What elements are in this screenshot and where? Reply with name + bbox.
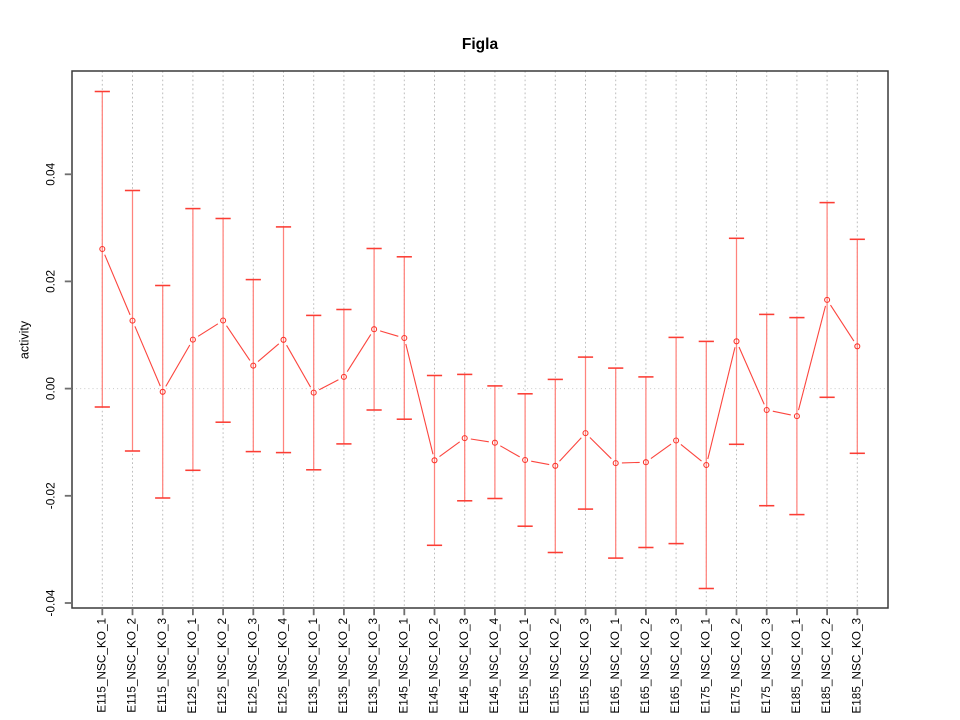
svg-text:E175_NSC_KO_3: E175_NSC_KO_3 [759,617,773,713]
svg-text:E135_NSC_KO_2: E135_NSC_KO_2 [336,618,350,714]
svg-text:E125_NSC_KO_4: E125_NSC_KO_4 [276,617,290,713]
svg-text:E155_NSC_KO_2: E155_NSC_KO_2 [547,618,561,714]
svg-text:E175_NSC_KO_2: E175_NSC_KO_2 [729,618,743,714]
svg-text:E165_NSC_KO_1: E165_NSC_KO_1 [608,618,622,714]
svg-text:E125_NSC_KO_2: E125_NSC_KO_2 [215,618,229,714]
svg-text:0.02: 0.02 [44,270,58,293]
svg-text:-0.04: -0.04 [44,589,58,616]
svg-text:E115_NSC_KO_1: E115_NSC_KO_1 [94,618,108,713]
svg-text:E165_NSC_KO_3: E165_NSC_KO_3 [668,617,682,713]
svg-text:0.00: 0.00 [44,377,58,400]
svg-text:E145_NSC_KO_2: E145_NSC_KO_2 [427,618,441,714]
svg-text:E165_NSC_KO_2: E165_NSC_KO_2 [638,618,652,714]
svg-text:E185_NSC_KO_2: E185_NSC_KO_2 [819,618,833,714]
svg-text:E145_NSC_KO_1: E145_NSC_KO_1 [396,618,410,714]
svg-text:E115_NSC_KO_2: E115_NSC_KO_2 [125,618,139,713]
svg-text:E115_NSC_KO_3: E115_NSC_KO_3 [155,617,169,712]
svg-text:E175_NSC_KO_1: E175_NSC_KO_1 [698,618,712,714]
svg-text:E155_NSC_KO_3: E155_NSC_KO_3 [578,617,592,713]
svg-text:E125_NSC_KO_3: E125_NSC_KO_3 [245,617,259,713]
svg-text:E185_NSC_KO_3: E185_NSC_KO_3 [849,617,863,713]
svg-text:-0.02: -0.02 [44,482,58,509]
svg-text:activity: activity [17,320,31,359]
svg-text:E135_NSC_KO_1: E135_NSC_KO_1 [306,618,320,714]
svg-text:E185_NSC_KO_1: E185_NSC_KO_1 [789,618,803,714]
svg-text:E145_NSC_KO_3: E145_NSC_KO_3 [457,617,471,713]
svg-text:Figla: Figla [462,36,499,53]
svg-text:E125_NSC_KO_1: E125_NSC_KO_1 [185,618,199,714]
svg-text:0.04: 0.04 [44,162,58,185]
svg-text:E135_NSC_KO_3: E135_NSC_KO_3 [366,617,380,713]
svg-text:E145_NSC_KO_4: E145_NSC_KO_4 [487,617,501,713]
svg-text:E155_NSC_KO_1: E155_NSC_KO_1 [517,618,531,714]
